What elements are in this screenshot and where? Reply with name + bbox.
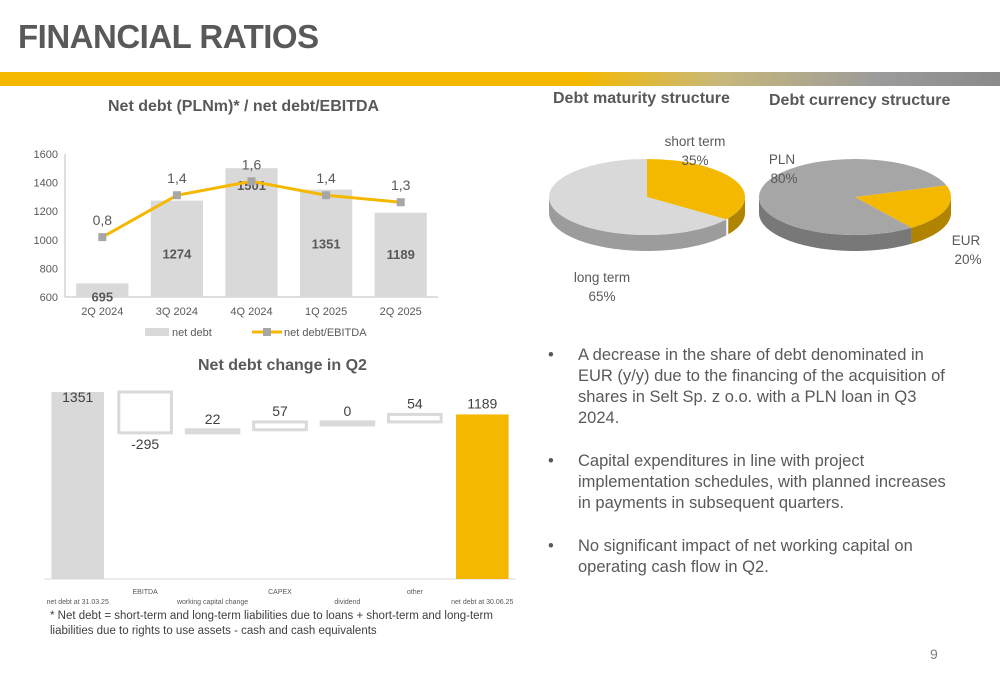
line-marker [247,177,256,186]
bar-net-debt [76,283,129,297]
waterfall-bar [252,420,308,432]
bar-net-debt [225,168,278,297]
pie-label: 20% [954,252,981,267]
y-tick-label: 800 [40,263,58,275]
pie-charts: short term 35% long term 65% PLN 80% EUR 20% [549,134,982,304]
pie-label: 35% [681,153,708,168]
pie-label: EUR [952,233,981,248]
waterfall-bar [184,428,241,435]
waterfall-data-label: 1189 [467,395,497,411]
legend-label: net debt [172,327,212,339]
waterfall-category-label: net debt at 31.03.25 [47,599,109,606]
pie-slice [549,159,727,235]
pie-currency [759,159,951,251]
line-data-label: 1,4 [316,170,336,186]
y-tick-label: 1000 [34,235,58,247]
pie-slice [647,159,745,220]
line-data-label: 0,8 [93,212,113,228]
waterfall-data-label: 0 [344,403,352,419]
line-data-label: 1,6 [242,156,262,172]
x-tick-label: 3Q 2024 [156,306,198,318]
waterfall-category-label: working capital change [176,599,248,606]
bullet-text: No significant impact of net working cap… [578,537,913,576]
line-marker [396,198,405,207]
legend-marker [263,328,271,336]
waterfall-bar [455,414,509,579]
pie-side [549,197,727,251]
bar-data-label: 1351 [312,237,341,252]
bar-data-label: 695 [91,289,113,304]
waterfall-data-label: 57 [272,403,288,419]
bar-net-debt [150,200,204,297]
y-tick-label: 600 [40,292,58,304]
line-marker [322,191,331,200]
bar-data-label: 1274 [162,247,192,262]
waterfall-bar [387,412,443,424]
line-marker [172,191,181,200]
waterfall-data-label: 54 [407,395,423,411]
bar-net-debt [374,212,427,297]
pie-label: long term [574,270,630,285]
pie-side [728,197,745,235]
bar-data-label: 1189 [387,247,415,262]
pie-label: PLN [769,152,795,167]
pie-side [759,197,912,251]
pie-label: short term [665,134,726,149]
maturity-chart-title: Debt maturity structure [553,90,730,107]
waterfall-bar [51,392,105,579]
net-debt-chart-title: Net debt (PLNm)* / net debt/EBITDA [108,98,380,115]
waterfall-bar [117,390,173,435]
pie-label: 80% [770,171,797,186]
waterfall-category-label: CAPEX [268,589,292,596]
legend-swatch-net-debt [145,328,169,336]
bullet-item: • No significant impact of net working ca… [548,536,958,578]
waterfall-chart: 1351 net debt at 31.03.25 -295 EBITDA 22 work… [44,389,516,606]
bullet-item: • Capital expenditures in line with proje… [548,451,958,514]
waterfall-category-label: EBITDA [132,589,158,596]
y-tick-label: 1400 [34,178,58,190]
currency-chart-title: Debt currency structure [769,92,951,109]
legend-label: net debt/EBITDA [284,327,367,339]
waterfall-data-label: 22 [205,411,221,427]
waterfall-category-label: other [407,589,424,596]
waterfall-category-label: dividend [334,599,360,606]
waterfall-bar [319,420,376,427]
x-tick-label: 2Q 2025 [380,306,422,318]
bar-net-debt [299,189,353,297]
line-data-label: 1,4 [167,170,187,186]
waterfall-data-label: -295 [131,436,159,452]
page-number: 9 [930,646,938,662]
waterfall-chart-title: Net debt change in Q2 [198,357,367,374]
y-tick-label: 1600 [34,149,58,161]
pie-maturity [549,159,745,251]
title-accent-bar [0,72,1000,86]
pie-side [911,197,951,244]
commentary-list: • A decrease in the share of debt denomin… [548,345,958,600]
y-tick-label: 1200 [34,206,58,218]
x-tick-label: 2Q 2024 [81,306,123,318]
bullet-text: Capital expenditures in line with projec… [578,452,946,512]
x-tick-label: 4Q 2024 [230,306,272,318]
page-title: FINANCIAL RATIOS [18,18,319,55]
pie-label: 65% [588,289,615,304]
pie-slice [855,185,951,228]
net-debt-chart: 600 800 1000 1200 1400 1600 2Q 2024 695 3Q 2024 1… [34,149,438,339]
footnote: * Net debt = short-term and long-term li… [50,610,493,637]
pie-slice [759,159,947,235]
waterfall-data-label: 1351 [62,389,93,405]
line-data-label: 1,3 [391,177,411,193]
line-marker [98,233,107,242]
x-tick-label: 1Q 2025 [305,306,347,318]
bullet-item: • A decrease in the share of debt denomin… [548,345,958,429]
waterfall-category-label: net debt at 30.06.25 [451,599,513,606]
bullet-text: A decrease in the share of debt denomina… [578,346,945,427]
